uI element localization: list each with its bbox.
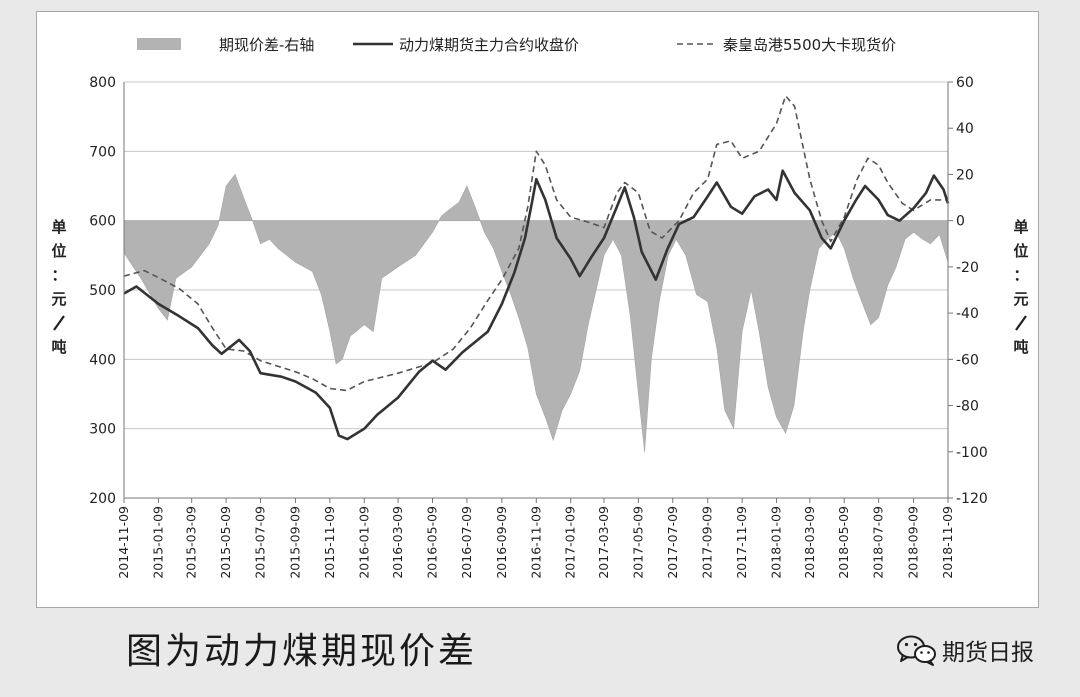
chart-svg: 期现价差-右轴 动力煤期货主力合约收盘价 秦皇岛港5500大卡现货价 2003004… [51,36,1028,579]
y-right-tick-label: -40 [956,306,979,322]
y-left-title: 单位 ： 元吨 [51,218,66,356]
y-right-tick-label: 0 [956,214,965,230]
x-tick-label: 2015-05-09 [218,506,233,579]
x-tick-label: 2015-03-09 [184,506,199,579]
x-tick-label: 2018-11-09 [940,506,955,579]
legend-swatch [137,38,181,50]
y-right-tick-label: -20 [956,260,979,276]
x-tick-label: 2018-07-09 [871,506,886,579]
y-left-tick-label: 400 [89,352,116,368]
legend-item-futures: 动力煤期货主力合约收盘价 [353,36,579,54]
figure-caption: 图为动力煤期现价差 [126,631,478,672]
legend-item-spot: 秦皇岛港5500大卡现货价 [677,36,896,54]
y-left-tick-label: 700 [89,144,116,160]
x-tick-label: 2015-07-09 [252,506,267,579]
ylabel-char: 位 [1013,242,1028,260]
y-right-title: 单位 ： 元吨 [1013,218,1028,356]
axes [123,81,953,503]
ylabel-char: 元 [1013,290,1028,308]
legend-item-basis: 期现价差-右轴 [137,36,314,54]
plot-area [123,95,950,452]
x-tick-label: 2016-09-09 [494,506,509,579]
y-left-tick-label: 500 [89,283,116,299]
x-tick-label: 2015-01-09 [150,506,165,579]
ylabel-char: 单 [51,218,66,236]
x-tick-label: 2018-05-09 [836,506,851,579]
x-tick-label: 2016-11-09 [528,506,543,579]
series-futures-line [123,169,950,441]
y-right-tick-label: -60 [956,352,979,368]
ylabel-char: 吨 [1013,338,1028,356]
wechat-icon [897,635,936,666]
y-right-tick-label: -120 [956,491,988,507]
y-left-tick-label: 200 [89,491,116,507]
x-tick-label: 2015-09-09 [287,506,302,579]
x-tick-label: 2017-03-09 [596,506,611,579]
x-tick-label: 2018-09-09 [906,506,921,579]
legend-label: 秦皇岛港5500大卡现货价 [723,36,896,54]
ylabel-char: 吨 [51,338,66,356]
y-right-tick-label: 20 [956,167,974,183]
x-tick-label: 2016-01-09 [356,506,371,579]
x-tick-label: 2017-01-09 [563,506,578,579]
ylabel-char: 单 [1013,218,1028,236]
brand-name: 期货日报 [942,640,1034,666]
y-right-tick-label: 40 [956,121,974,137]
chart-frame: 期现价差-右轴 动力煤期货主力合约收盘价 秦皇岛港5500大卡现货价 200 300 4… [36,11,1039,608]
x-tick-label: 2017-05-09 [630,506,645,579]
y-left-tick-label: 300 [89,422,116,438]
brand-logo: 期货日报 [896,633,1034,667]
x-tick-label: 2016-03-09 [390,506,405,579]
x-tick-label: 2015-11-09 [322,506,337,579]
x-tick-label: 2017-07-09 [665,506,680,579]
x-tick-label: 2018-03-09 [802,506,817,579]
y-left-tick-label: 600 [89,214,116,230]
x-tick-label: 2017-11-09 [734,506,749,579]
series-basis-area [123,173,949,452]
ylabel-char: 位 [51,242,66,260]
y-left-tick-label: 800 [89,75,116,91]
x-tick-label: 2016-05-09 [425,506,440,579]
series-spot-line [123,95,948,392]
y-right-tick-label: -80 [956,399,979,415]
y-right-tick-label: -100 [956,445,988,461]
legend: 期现价差-右轴 动力煤期货主力合约收盘价 秦皇岛港5500大卡现货价 [137,36,896,54]
ylabel-char [1015,315,1027,331]
ylabel-char: 元 [51,290,66,308]
legend-label: 期现价差-右轴 [219,36,314,54]
x-tick-label: 2018-01-09 [769,506,784,579]
x-tick-label: 2014-11-09 [116,506,131,579]
y-right-tick-label: 60 [956,75,974,91]
x-tick-label: 2016-07-09 [459,506,474,579]
tick-labels: 200300400500600700800-120-100-80-60-40-2… [89,75,988,579]
ylabel-char: ： [51,266,66,284]
ylabel-char: ： [1013,266,1028,284]
legend-label: 动力煤期货主力合约收盘价 [399,36,579,54]
x-tick-label: 2017-09-09 [700,506,715,579]
ylabel-char [53,315,65,331]
